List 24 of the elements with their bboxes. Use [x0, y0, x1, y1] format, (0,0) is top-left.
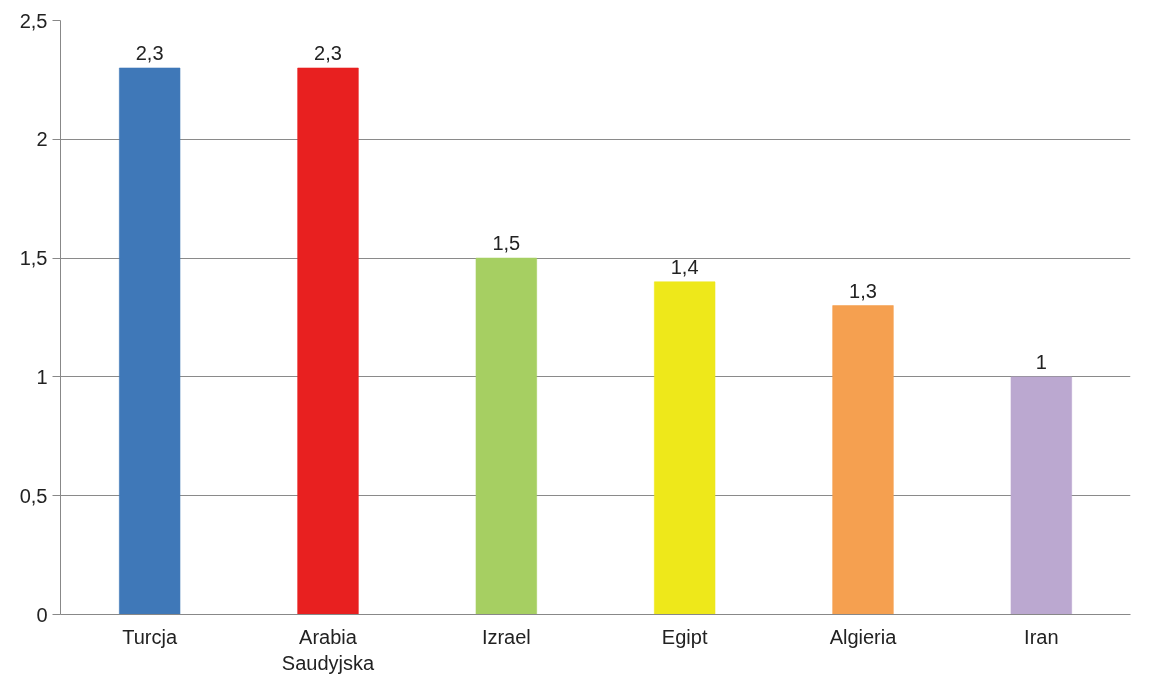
x-tick-label: Arabia Saudyjska — [281, 625, 376, 674]
x-tick-label: Algieria — [829, 625, 898, 648]
data-label: 1,5 — [492, 232, 521, 255]
x-tick-label: Turcja — [122, 625, 178, 648]
y-tick-label: 1,5 — [19, 247, 48, 270]
bar — [297, 67, 359, 615]
data-label: 1 — [1035, 350, 1047, 373]
x-tick-label: Egipt — [661, 625, 708, 648]
y-tick-label: 2,5 — [19, 9, 48, 32]
data-label: 2,3 — [135, 42, 164, 65]
bar — [475, 257, 538, 615]
x-tick-label: Iran — [1024, 625, 1059, 648]
bar — [1010, 376, 1073, 615]
data-label: 1,3 — [849, 279, 877, 302]
y-tick-label: 0,5 — [19, 484, 48, 507]
bar — [832, 305, 894, 615]
bar — [118, 67, 181, 615]
y-tick-label: 2 — [36, 128, 48, 151]
y-tick-label: 0 — [36, 603, 48, 626]
data-label: 2,3 — [314, 42, 342, 65]
x-tick-label: Izrael — [481, 625, 531, 648]
bar — [653, 281, 716, 615]
y-tick-label: 1 — [36, 365, 48, 388]
data-label: 1,4 — [670, 255, 699, 278]
